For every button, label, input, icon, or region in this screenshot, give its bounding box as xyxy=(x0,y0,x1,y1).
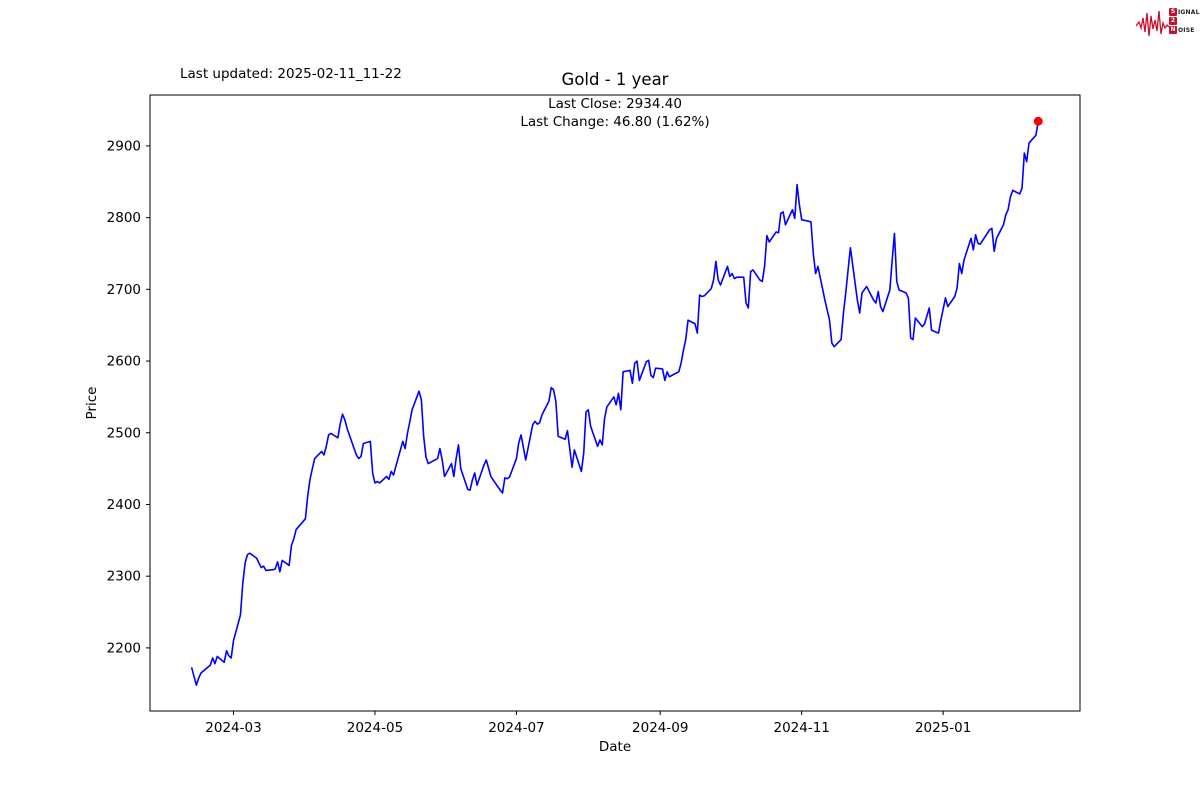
x-axis-label: Date xyxy=(598,739,632,755)
price-line xyxy=(190,120,1040,686)
y-tick-label: 2600 xyxy=(107,354,141,370)
y-tick-label: 2300 xyxy=(107,569,141,585)
y-tick-label: 2400 xyxy=(107,497,141,513)
x-tick-label: 2024-09 xyxy=(632,720,688,736)
logo-text: S IGNAL 2 N OISE xyxy=(1169,8,1200,34)
last-change-annotation: Last Change: 46.80 (1.62%) xyxy=(520,114,710,130)
last-updated-text: Last updated: 2025-02-11_11-22 xyxy=(180,66,402,82)
last-close-marker xyxy=(1033,116,1043,126)
logo-letter-n: N xyxy=(1169,26,1177,34)
y-tick-label: 2900 xyxy=(107,138,141,154)
x-tick-label: 2024-07 xyxy=(488,720,544,736)
logo-row-noise: N OISE xyxy=(1169,26,1195,34)
x-tick-label: 2024-03 xyxy=(205,720,261,736)
waveform-icon xyxy=(1136,10,1170,37)
y-tick-label: 2800 xyxy=(107,210,141,226)
chart-title: Gold - 1 year xyxy=(561,70,669,89)
x-tick-label: 2024-05 xyxy=(347,720,403,736)
y-tick-label: 2700 xyxy=(107,282,141,298)
signal2noise-logo: S IGNAL 2 N OISE xyxy=(1136,4,1200,44)
logo-row-signal: S IGNAL xyxy=(1169,8,1200,16)
y-tick-label: 2500 xyxy=(107,425,141,441)
logo-letter-2: 2 xyxy=(1169,17,1177,25)
x-tick-label: 2025-01 xyxy=(915,720,971,736)
logo-row-2: 2 xyxy=(1169,17,1200,25)
plot-frame xyxy=(149,94,1081,712)
last-close-annotation: Last Close: 2934.40 xyxy=(548,96,682,112)
y-tick-label: 2200 xyxy=(107,640,141,656)
logo-letter-s: S xyxy=(1169,8,1177,16)
x-tick-label: 2024-11 xyxy=(773,720,829,736)
